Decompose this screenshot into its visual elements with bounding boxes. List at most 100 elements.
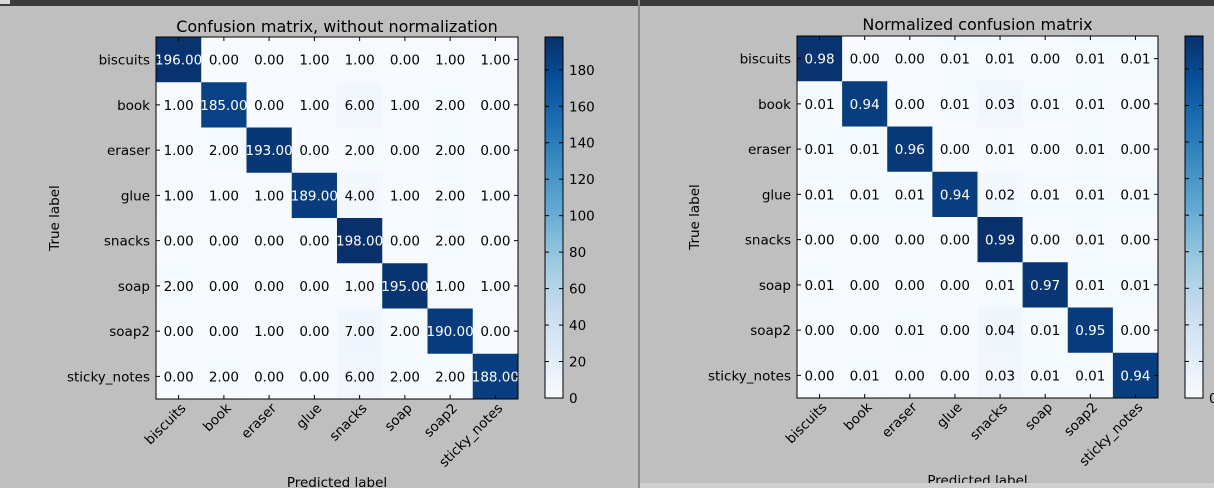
heatmap-cell	[977, 307, 1024, 354]
cell-value-label: 1.00	[209, 188, 239, 204]
heatmap-cell	[427, 353, 474, 400]
cell-value-label: 0.01	[1075, 233, 1105, 249]
heatmap-cell	[472, 218, 519, 264]
cell-value-label: 0.01	[895, 187, 925, 203]
heatmap-cell	[1067, 307, 1114, 354]
confusion-matrix-chart: Confusion matrix, without normalization1…	[47, 17, 595, 488]
heatmap-cell	[1067, 171, 1114, 218]
heatmap-cell	[1022, 36, 1069, 82]
heatmap-cell	[427, 172, 474, 219]
window-titlebar[interactable]	[0, 0, 638, 6]
heatmap-cell	[797, 171, 843, 218]
heatmap-cell	[201, 353, 247, 400]
window-titlebar[interactable]	[640, 0, 1214, 6]
cell-value-label: 0.00	[850, 323, 880, 339]
heatmap-cell	[797, 217, 843, 263]
cell-value-label: 189.00	[291, 188, 338, 204]
cell-value-label: 2.00	[435, 369, 465, 385]
cell-value-label: 0.00	[209, 324, 239, 340]
heatmap-cell	[842, 171, 888, 218]
heatmap-cell	[977, 217, 1024, 263]
axes-frame	[796, 35, 1159, 399]
heatmap-cell	[337, 353, 383, 400]
cell-value-label: 1.00	[299, 53, 329, 69]
figure-window-right: Normalized confusion matrix 0.98 0.00 0.00 0…	[640, 0, 1214, 488]
cell-value-label: 0.95	[1075, 323, 1105, 339]
heatmap-cell	[472, 353, 519, 400]
cell-value-label: 0.00	[254, 369, 284, 385]
y-tick-label: snacks	[745, 233, 791, 249]
heatmap-cell	[156, 353, 202, 400]
heatmap-cell	[977, 126, 1024, 173]
cell-value-label: 0.00	[209, 279, 239, 295]
heatmap-cell	[201, 263, 247, 309]
heatmap-cell	[1067, 36, 1114, 82]
heatmap-cell	[201, 308, 247, 355]
x-tick-label: book	[841, 399, 876, 434]
cell-value-label: 0.01	[1075, 142, 1105, 158]
heatmap-cell	[1022, 171, 1069, 218]
cell-value-label: 0.00	[805, 323, 835, 339]
colorbar-tick-label: 20	[569, 355, 586, 371]
cell-value-label: 0.00	[254, 53, 284, 69]
chart-title: Normalized confusion matrix	[862, 15, 1092, 34]
heatmap-cell	[201, 37, 247, 83]
colorbar-tick-label: 180	[569, 63, 595, 79]
cell-value-label: 0.00	[299, 369, 329, 385]
heatmap-cell	[842, 352, 888, 399]
cell-value-label: 0.01	[1120, 278, 1150, 294]
heatmap-cell	[382, 308, 428, 355]
heatmap-cell	[1067, 352, 1114, 399]
cell-value-label: 1.00	[390, 98, 420, 114]
heatmap-cell	[977, 81, 1024, 127]
cell-value-label: 4.00	[345, 188, 375, 204]
cell-value-label: 0.00	[940, 323, 970, 339]
cell-value-label: 0.00	[480, 98, 510, 114]
cell-value-label: 0.01	[985, 52, 1015, 68]
heatmap-cell	[1112, 352, 1159, 399]
y-tick-label: soap	[118, 279, 150, 295]
cell-value-label: 6.00	[345, 369, 375, 385]
cell-value-label: 1.00	[435, 53, 465, 69]
x-tick-label: eraser	[238, 400, 280, 442]
heatmap-cell	[427, 82, 474, 128]
y-tick-label: glue	[121, 188, 150, 204]
heatmap-cell	[246, 218, 293, 264]
heatmap-cell	[201, 172, 247, 219]
y-tick-label: biscuits	[740, 52, 791, 68]
cell-value-label: 2.00	[435, 188, 465, 204]
cell-value-label: 0.01	[985, 278, 1015, 294]
cell-value-label: 0.01	[1075, 187, 1105, 203]
cell-value-label: 1.00	[164, 188, 194, 204]
heatmap-cell	[382, 353, 428, 400]
heatmap-cell	[337, 308, 383, 355]
colorbar-tick-label: 40	[569, 318, 586, 334]
cell-value-label: 198.00	[336, 234, 383, 250]
heatmap-cell	[291, 37, 338, 83]
heatmap-cell	[842, 81, 888, 127]
cell-value-label: 0.01	[850, 368, 880, 384]
x-tick-label: snacks	[327, 401, 371, 445]
cell-value-label: 1.00	[390, 188, 420, 204]
cell-value-label: 0.00	[895, 233, 925, 249]
heatmap-cell	[842, 307, 888, 354]
heatmap-cell	[1112, 171, 1159, 218]
heatmap-cell	[472, 172, 519, 219]
heatmap-cell	[842, 36, 888, 82]
cell-value-label: 1.00	[164, 143, 194, 159]
cell-value-label: 1.00	[254, 188, 284, 204]
heatmap-cell	[842, 262, 888, 308]
y-tick-label: soap	[759, 278, 791, 294]
heatmap-cell	[797, 126, 843, 173]
heatmap-cell	[246, 82, 293, 128]
heatmap-cell	[382, 263, 428, 309]
cell-value-label: 0.01	[895, 323, 925, 339]
heatmap-cell	[1067, 126, 1114, 173]
y-tick-label: eraser	[107, 143, 150, 159]
cell-value-label: 0.00	[164, 324, 194, 340]
heatmap-cell	[472, 82, 519, 128]
window-divider	[638, 0, 640, 488]
cell-value-label: 0.94	[1120, 368, 1150, 384]
cell-value-label: 0.00	[1030, 142, 1060, 158]
y-axis-label: True label	[687, 184, 703, 251]
